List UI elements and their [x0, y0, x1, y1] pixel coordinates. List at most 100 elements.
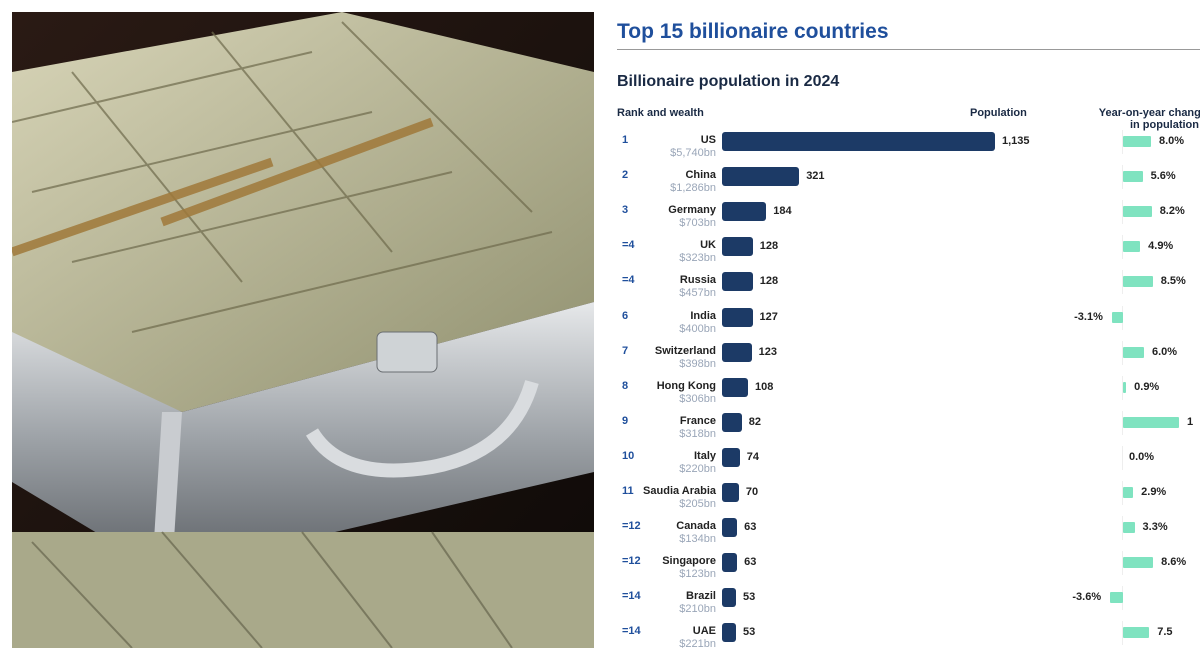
population-value: 63: [744, 556, 757, 569]
country-label: US: [700, 134, 716, 146]
rank-label: 1: [622, 134, 629, 146]
change-value: 1: [1187, 415, 1194, 428]
country-label: Germany: [668, 204, 716, 217]
population-value: 128: [759, 240, 779, 253]
table-row: =12 Canada $134bn 63 3.3%: [610, 516, 1200, 560]
population-bar: [722, 132, 995, 151]
change-axis: [1122, 235, 1123, 260]
population-value: 1,135: [1001, 135, 1030, 147]
table-row: 7 Switzerland $398bn 123 6.0%: [610, 340, 1200, 385]
wealth-label: $703bn: [679, 217, 716, 230]
country-label: Canada: [676, 520, 716, 533]
table-row: 11 Saudia Arabia $205bn 70 2.9%: [610, 481, 1200, 525]
rank-label: =12: [622, 520, 641, 533]
change-bar: [1123, 206, 1152, 218]
population-value: 184: [773, 205, 792, 218]
country-label: Hong Kong: [656, 379, 716, 392]
population-bar: [722, 167, 800, 187]
table-row: =4 UK $323bn 128 4.9%: [610, 235, 1200, 279]
change-value: -3.1%: [1074, 310, 1103, 323]
country-label: Brazil: [686, 590, 716, 603]
wealth-label: $306bn: [679, 392, 716, 405]
population-value: 82: [748, 415, 761, 428]
change-value: 3.3%: [1142, 521, 1168, 534]
rank-label: =14: [622, 590, 641, 603]
wealth-label: $398bn: [679, 357, 716, 370]
change-axis: [1122, 375, 1123, 400]
wealth-label: $323bn: [679, 252, 716, 265]
change-axis: [1122, 130, 1123, 154]
country-label: Switzerland: [654, 344, 716, 357]
wealth-label: $220bn: [679, 462, 716, 475]
population-bar: [722, 377, 748, 397]
wealth-label: $123bn: [679, 568, 716, 581]
population-bar: [722, 483, 739, 502]
change-bar: [1112, 311, 1123, 323]
rank-label: 11: [622, 485, 634, 497]
change-value: 6.0%: [1152, 345, 1178, 358]
table-row: 8 Hong Kong $306bn 108 0.9%: [610, 375, 1200, 420]
change-bar: [1123, 276, 1153, 288]
country-label: UAE: [692, 625, 716, 638]
population-bar: [722, 447, 740, 467]
population-bar: [722, 412, 742, 432]
population-bar: [722, 307, 753, 327]
table-row: =14 UAE $221bn 53 7.5: [610, 621, 1200, 660]
population-value: 53: [743, 626, 756, 639]
change-value: 8.6%: [1161, 556, 1187, 569]
table-row: 6 India $400bn 127 -3.1%: [610, 305, 1200, 350]
chart-subtitle: Billionaire population in 2024: [617, 73, 840, 90]
population-bar: [722, 342, 752, 362]
change-bar: [1110, 592, 1123, 604]
population-value: 321: [806, 170, 825, 183]
rank-label: 10: [622, 449, 635, 462]
change-header-line2: in population: [1129, 119, 1199, 131]
wealth-label: $221bn: [679, 638, 716, 651]
change-header-line1: Year-on-year change: [1098, 107, 1200, 119]
table-row: =12 Singapore $123bn 63 8.6%: [610, 551, 1200, 595]
briefcase-of-cash-photo: [12, 12, 594, 648]
rank-label: 7: [622, 344, 629, 357]
table-row: =4 Russia $457bn 128 8.5%: [610, 270, 1200, 314]
table-row: 3 Germany $703bn 184 8.2%: [610, 200, 1200, 244]
change-header: Year-on-year change in population: [1077, 107, 1200, 131]
wealth-label: $210bn: [679, 603, 716, 616]
population-bar: [722, 272, 753, 292]
change-axis: [1122, 445, 1123, 470]
rank-label: =4: [622, 239, 635, 252]
wealth-label: $400bn: [679, 322, 716, 335]
change-axis: [1122, 200, 1123, 225]
population-bar: [722, 202, 767, 222]
country-label: Russia: [679, 274, 716, 287]
change-bar: [1123, 241, 1141, 253]
change-value: 8.5%: [1160, 275, 1186, 288]
rank-label: 3: [622, 204, 629, 217]
wealth-label: $134bn: [679, 533, 716, 546]
population-bar: [722, 518, 738, 538]
change-bar: [1123, 487, 1134, 498]
population-bar: [722, 237, 753, 257]
rank-label: 2: [622, 169, 629, 182]
change-axis: [1122, 340, 1123, 365]
change-bar: [1123, 416, 1179, 428]
rank-label: =14: [622, 625, 641, 638]
population-bar: [722, 553, 738, 573]
change-axis: [1122, 516, 1123, 541]
country-label: Singapore: [662, 555, 716, 568]
chart-title: Top 15 billionaire countries: [617, 20, 889, 43]
change-value: 2.9%: [1141, 486, 1167, 498]
change-axis: [1122, 551, 1123, 576]
change-value: 0.0%: [1129, 450, 1155, 463]
country-label: UK: [700, 239, 716, 252]
rank-label: =4: [622, 274, 635, 287]
population-value: 128: [759, 275, 779, 288]
population-value: 63: [744, 521, 757, 534]
population-value: 108: [754, 380, 774, 393]
population-value: 53: [743, 591, 756, 604]
change-axis: [1122, 621, 1123, 646]
table-row: 9 France $318bn 82 1: [610, 410, 1200, 455]
change-axis: [1122, 165, 1123, 190]
change-axis: [1122, 270, 1123, 295]
table-row: 1 US $5,740bn 1,135 8.0%: [610, 130, 1200, 174]
rank-label: 9: [622, 414, 629, 427]
